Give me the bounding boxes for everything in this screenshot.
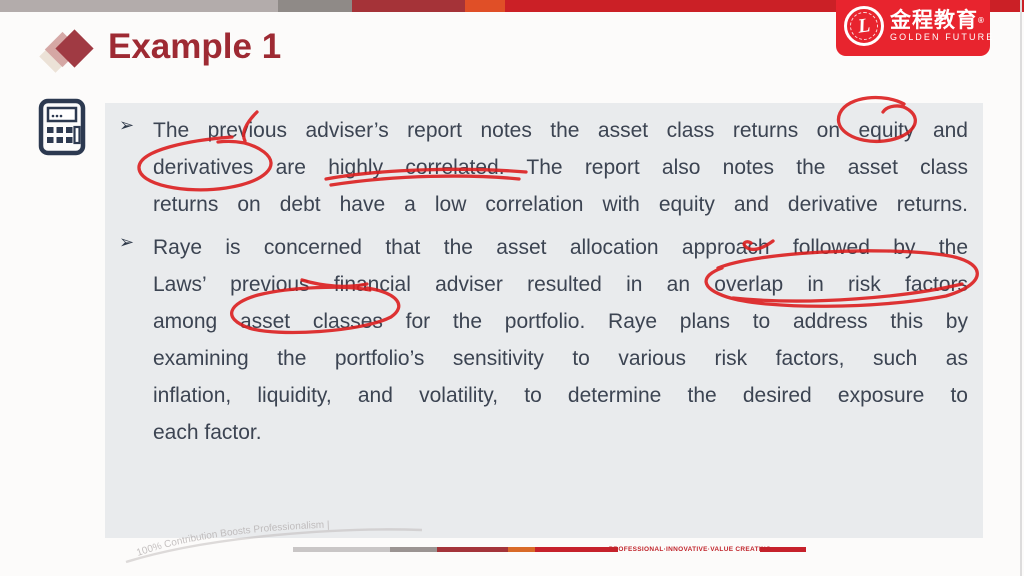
bullet-arrow-icon: ➢ (119, 115, 135, 135)
slide-right-edge (1020, 0, 1022, 576)
footer-tagline: PROFESSIONAL·INNOVATIVE·VALUE CREATING (608, 546, 772, 553)
brand-logo: L 金程教育® GOLDEN FUTURE (836, 0, 992, 56)
top-decorative-bar (0, 0, 1024, 12)
logo-seal-ring (850, 12, 878, 40)
bullet-arrow-icon: ➢ (119, 232, 135, 252)
logo-monogram: L (856, 14, 872, 38)
text-line: examining the portfolio’s sensitivity to… (153, 347, 968, 370)
text-line: derivatives are highly correlated. The r… (153, 156, 968, 179)
botbar-segment-gray (390, 547, 437, 552)
logo-seal-icon: L (844, 6, 884, 46)
topbar-segment-light-gray (0, 0, 278, 12)
bullet-paragraph-2: ➢ Raye is concerned that the asset alloc… (119, 229, 968, 451)
page-title: Example 1 (108, 27, 282, 66)
botbar-segment-dark-red (437, 547, 508, 552)
logo-name-en: GOLDEN FUTURE (890, 31, 995, 42)
botbar-segment-red (535, 547, 618, 552)
text-line: inflation, liquidity, and volatility, to… (153, 384, 968, 407)
calculator-icon (38, 98, 86, 156)
topbar-segment-orange (465, 0, 505, 12)
text-line: The previous adviser’s report notes the … (153, 119, 968, 142)
botbar-segment-red-right (760, 547, 806, 552)
text-line: each factor. (153, 421, 262, 444)
text-line: returns on debt have a low correlation w… (153, 193, 968, 216)
topbar-segment-gray (278, 0, 352, 12)
text-line: among asset classes for the portfolio. R… (153, 310, 968, 333)
registered-mark: ® (978, 15, 985, 25)
bullet-paragraph-1: ➢ The previous adviser’s report notes th… (119, 112, 968, 223)
content-panel: ➢ The previous adviser’s report notes th… (105, 103, 983, 538)
logo-text: 金程教育® GOLDEN FUTURE (890, 8, 995, 43)
botbar-segment-light-gray (293, 547, 390, 552)
text-line: Laws’ previous financial adviser resulte… (153, 273, 968, 296)
botbar-segment-orange (508, 547, 535, 552)
topbar-segment-dark-red (352, 0, 465, 12)
logo-name-cn: 金程教育® (890, 8, 985, 32)
text-line: Raye is concerned that the asset allocat… (153, 236, 968, 259)
